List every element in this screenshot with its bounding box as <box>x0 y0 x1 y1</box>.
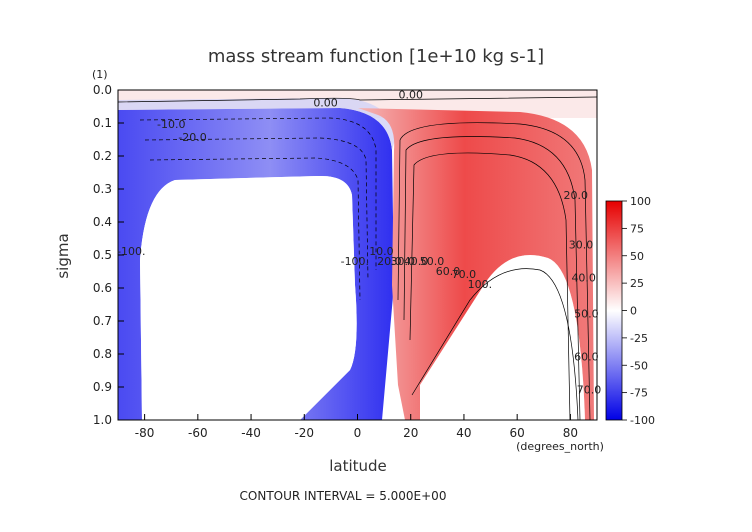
x-axis: -80 -60 -40 -20 0 20 40 60 80 <box>135 414 578 440</box>
contour-label: 30.0 <box>569 238 594 251</box>
x-axis-units: (degrees_north) <box>516 440 604 453</box>
colorbar: 100 75 50 25 0 -25 -50 -75 -100 <box>605 195 655 427</box>
contour-label: -10.0 <box>157 118 185 131</box>
y-tick-label: 0.8 <box>93 347 112 361</box>
contour-label: -100. <box>341 255 369 268</box>
x-tick-label: 0 <box>354 426 362 440</box>
contour-label-group: 0.000.00-10.0-20.010.020.030.040.050.060… <box>117 88 601 396</box>
contour-label: -100. <box>117 245 145 258</box>
x-tick-label: 20 <box>403 426 418 440</box>
x-tick-label: 80 <box>563 426 578 440</box>
x-axis-label: latitude <box>329 457 387 475</box>
southern-cell-halo <box>118 98 395 150</box>
contour-label: -20.0 <box>178 131 206 144</box>
colorbar-tick-label: 25 <box>630 277 644 290</box>
x-tick-label: -20 <box>294 426 314 440</box>
x-tick-label: -40 <box>241 426 261 440</box>
plot-area <box>118 90 597 420</box>
colorbar-tick-label: 0 <box>630 305 637 318</box>
contour-label: 20.0 <box>377 255 402 268</box>
contour-label: 60.0 <box>574 351 599 364</box>
contour-interval-note: CONTOUR INTERVAL = 5.000E+00 <box>240 489 447 503</box>
chart-title: mass stream function [1e+10 kg s-1] <box>208 46 544 67</box>
y-tick-label: 0.1 <box>93 116 112 130</box>
colorbar-tick-label: 100 <box>630 195 651 208</box>
y-tick-label: 1.0 <box>93 413 112 427</box>
y-units: (1) <box>92 68 108 81</box>
y-axis-label: sigma <box>54 233 72 278</box>
contour-label: 20.0 <box>563 189 588 202</box>
y-tick-label: 0.6 <box>93 281 112 295</box>
colorbar-tick-label: -50 <box>630 359 648 372</box>
x-tick-label: 60 <box>510 426 525 440</box>
y-tick-label: 0.9 <box>93 380 112 394</box>
contour-label: 40.0 <box>404 255 429 268</box>
contour-label: 0.00 <box>313 97 338 110</box>
y-tick-label: 0.7 <box>93 314 112 328</box>
contour-label: 50.0 <box>420 255 445 268</box>
contour-label: 30.0 <box>390 255 415 268</box>
colorbar-tick-label: 75 <box>630 222 644 235</box>
y-tick-label: 0.4 <box>93 215 112 229</box>
colorbar-tick-label: -25 <box>630 332 648 345</box>
colorbar-tick-label: -75 <box>630 387 648 400</box>
southern-cell <box>118 108 394 420</box>
northern-cell <box>358 108 594 420</box>
contour-label: 70.0 <box>577 384 602 397</box>
contour-label: 10.0 <box>369 245 394 258</box>
contour-label: 60.0 <box>436 265 461 278</box>
colorbar-ticks: 100 75 50 25 0 -25 -50 -75 -100 <box>622 195 655 427</box>
contour-label: 40.0 <box>571 271 596 284</box>
contour-label: 50.0 <box>574 308 599 321</box>
y-tick-label: 0.2 <box>93 149 112 163</box>
y-axis: 0.0 0.1 0.2 0.3 0.4 0.5 0.6 0.7 0.8 0.9 1.0 <box>93 83 124 427</box>
contour-label: 0.00 <box>398 88 423 101</box>
contour-lines <box>118 96 597 420</box>
y-tick-label: 0.5 <box>93 248 112 262</box>
x-tick-label: -80 <box>135 426 155 440</box>
y-tick-label: 0.0 <box>93 83 112 97</box>
contour-label: 100. <box>468 278 493 291</box>
colorbar-fill <box>605 200 623 421</box>
colorbar-tick-label: -100 <box>630 414 655 427</box>
southern-void <box>140 175 357 420</box>
colorbar-tick-label: 50 <box>630 250 644 263</box>
contour-label: 70.0 <box>452 268 477 281</box>
x-tick-label: -60 <box>188 426 208 440</box>
y-tick-label: 0.3 <box>93 182 112 196</box>
x-tick-label: 40 <box>456 426 471 440</box>
northern-void <box>420 254 585 420</box>
